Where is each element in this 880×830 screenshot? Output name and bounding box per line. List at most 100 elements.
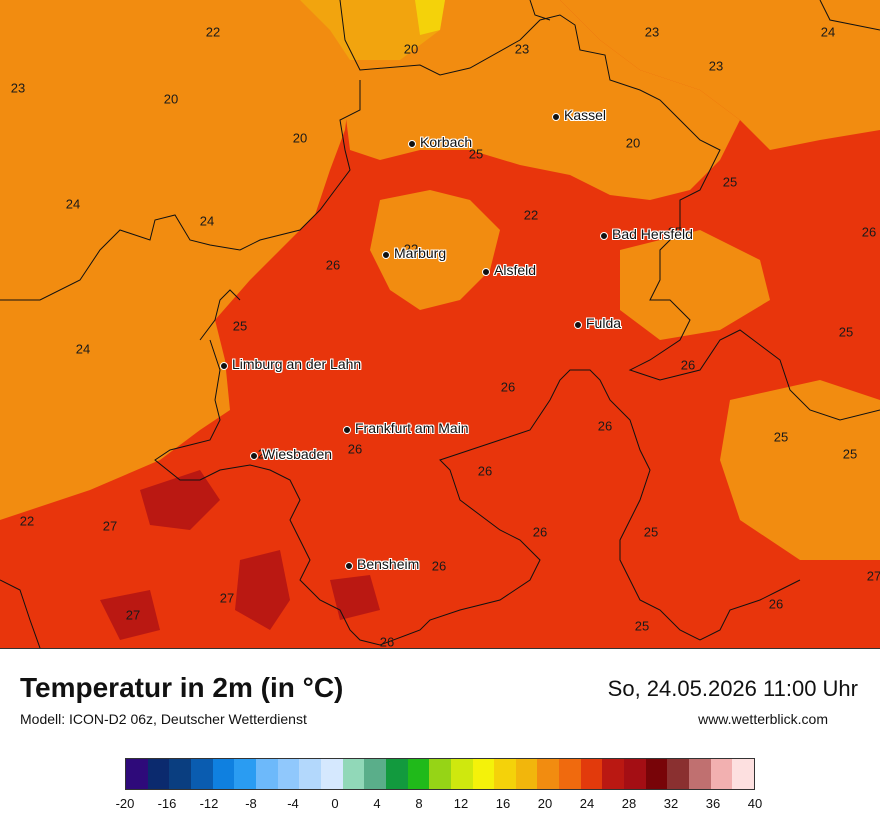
legend-swatch <box>732 759 755 789</box>
city-dot-icon <box>220 362 228 370</box>
city-label: Alsfeld <box>494 262 537 278</box>
legend-swatch <box>147 759 170 789</box>
region-west-cool <box>0 0 350 520</box>
temperature-value: 20 <box>292 130 308 146</box>
temperature-value: 23 <box>10 80 26 96</box>
legend-swatch <box>234 759 256 789</box>
temperature-value: 22 <box>403 241 419 257</box>
temperature-value: 20 <box>163 91 179 107</box>
legend-swatch <box>472 759 495 789</box>
temperature-value: 25 <box>634 618 650 634</box>
region-north-yellowish <box>300 0 445 60</box>
temperature-value: 26 <box>597 418 613 434</box>
temperature-value: 27 <box>219 590 235 606</box>
temperature-value: 26 <box>532 524 548 540</box>
city-label: Limburg an der Lahn <box>232 356 362 372</box>
legend-tick-label: 28 <box>621 796 637 811</box>
temperature-value: 25 <box>722 174 738 190</box>
temperature-value: 23 <box>514 41 530 57</box>
legend-tick-label: 12 <box>453 796 469 811</box>
color-legend <box>125 758 755 790</box>
legend-swatch <box>559 759 581 789</box>
temperature-value: 27 <box>866 568 880 584</box>
legend-swatch <box>407 759 430 789</box>
model-subtitle: Modell: ICON-D2 06z, Deutscher Wetterdie… <box>20 711 307 727</box>
region-hot-s <box>330 575 380 620</box>
city-label: Wiesbaden <box>262 446 333 462</box>
temperature-value: 26 <box>768 596 784 612</box>
legend-swatch <box>515 759 538 789</box>
temperature-value: 23 <box>708 58 724 74</box>
region-yellow-spot <box>415 0 445 35</box>
temperature-value: 25 <box>667 224 683 240</box>
city-label: Fulda <box>586 315 622 331</box>
legend-swatch <box>342 759 365 789</box>
legend-tick-label: 20 <box>537 796 553 811</box>
temperature-value: 26 <box>861 224 877 240</box>
city-label: Frankfurt am Main <box>355 420 469 436</box>
legend-swatch <box>710 759 733 789</box>
legend-swatch <box>429 759 451 789</box>
legend-tick-label: 40 <box>747 796 763 811</box>
legend-tick-label: 0 <box>331 796 339 811</box>
temperature-value: 20 <box>625 135 641 151</box>
website-link[interactable]: www.wetterblick.com <box>698 711 828 727</box>
temperature-value: 25 <box>643 524 659 540</box>
temperature-value: 24 <box>199 213 215 229</box>
legend-swatch <box>385 759 408 789</box>
temperature-value: 22 <box>523 207 539 223</box>
legend-swatch <box>645 759 668 789</box>
temperature-value: 24 <box>820 24 836 40</box>
legend-swatch <box>212 759 235 789</box>
city-dot-icon <box>408 140 416 148</box>
legend-tick-label: 4 <box>373 796 381 811</box>
legend-swatch <box>190 759 213 789</box>
temperature-value: 26 <box>680 357 696 373</box>
temperature-value: 27 <box>125 607 141 623</box>
region-central-cool <box>370 190 500 310</box>
temperature-field <box>0 0 880 648</box>
temperature-value: 25 <box>838 324 854 340</box>
legend-swatch <box>299 759 321 789</box>
temperature-value: 26 <box>325 257 341 273</box>
legend-swatch <box>277 759 300 789</box>
forecast-datetime: So, 24.05.2026 11:00 Uhr <box>607 676 858 701</box>
temperature-value: 26 <box>347 441 363 457</box>
legend-tick-label: 36 <box>705 796 721 811</box>
temperature-value: 24 <box>65 196 81 212</box>
legend-tick-label: -12 <box>199 796 219 811</box>
city-dot-icon <box>552 113 560 121</box>
legend-swatch <box>126 759 148 789</box>
city-dot-icon <box>382 251 390 259</box>
legend-tick-label: 8 <box>415 796 423 811</box>
temperature-value: 22 <box>19 513 35 529</box>
legend-swatch <box>667 759 690 789</box>
region-southeast-cool <box>720 380 880 560</box>
temperature-value: 27 <box>257 446 273 462</box>
temperature-value: 25 <box>232 318 248 334</box>
legend-swatch <box>364 759 386 789</box>
region-hot-sw3 <box>100 590 160 640</box>
region-hot-sw2 <box>235 550 290 630</box>
region-northeast-cool <box>560 0 880 150</box>
border-lines <box>0 0 880 648</box>
city-dot-icon <box>600 232 608 240</box>
legend-swatch <box>689 759 711 789</box>
city-label: Kassel <box>564 107 607 123</box>
legend-swatch <box>580 759 603 789</box>
legend-swatch <box>320 759 343 789</box>
temperature-value: 26 <box>477 463 493 479</box>
temperature-map[interactable]: 22 20 23 23 24 23 20 23 20 25 20 25 24 24 22 26 26 22 25 25… <box>0 0 880 649</box>
temperature-value: 24 <box>75 341 91 357</box>
region-hot-sw1 <box>140 470 220 530</box>
legend-swatch <box>537 759 560 789</box>
city-label: Korbach <box>420 134 473 150</box>
legend-tick-label: 24 <box>579 796 595 811</box>
city-dot-icon <box>574 321 582 329</box>
city-label: Bensheim <box>357 556 420 572</box>
temperature-value: 26 <box>500 379 516 395</box>
legend-swatch <box>169 759 191 789</box>
city-dot-icon <box>250 452 258 460</box>
legend-swatch <box>450 759 473 789</box>
legend-swatch <box>494 759 516 789</box>
